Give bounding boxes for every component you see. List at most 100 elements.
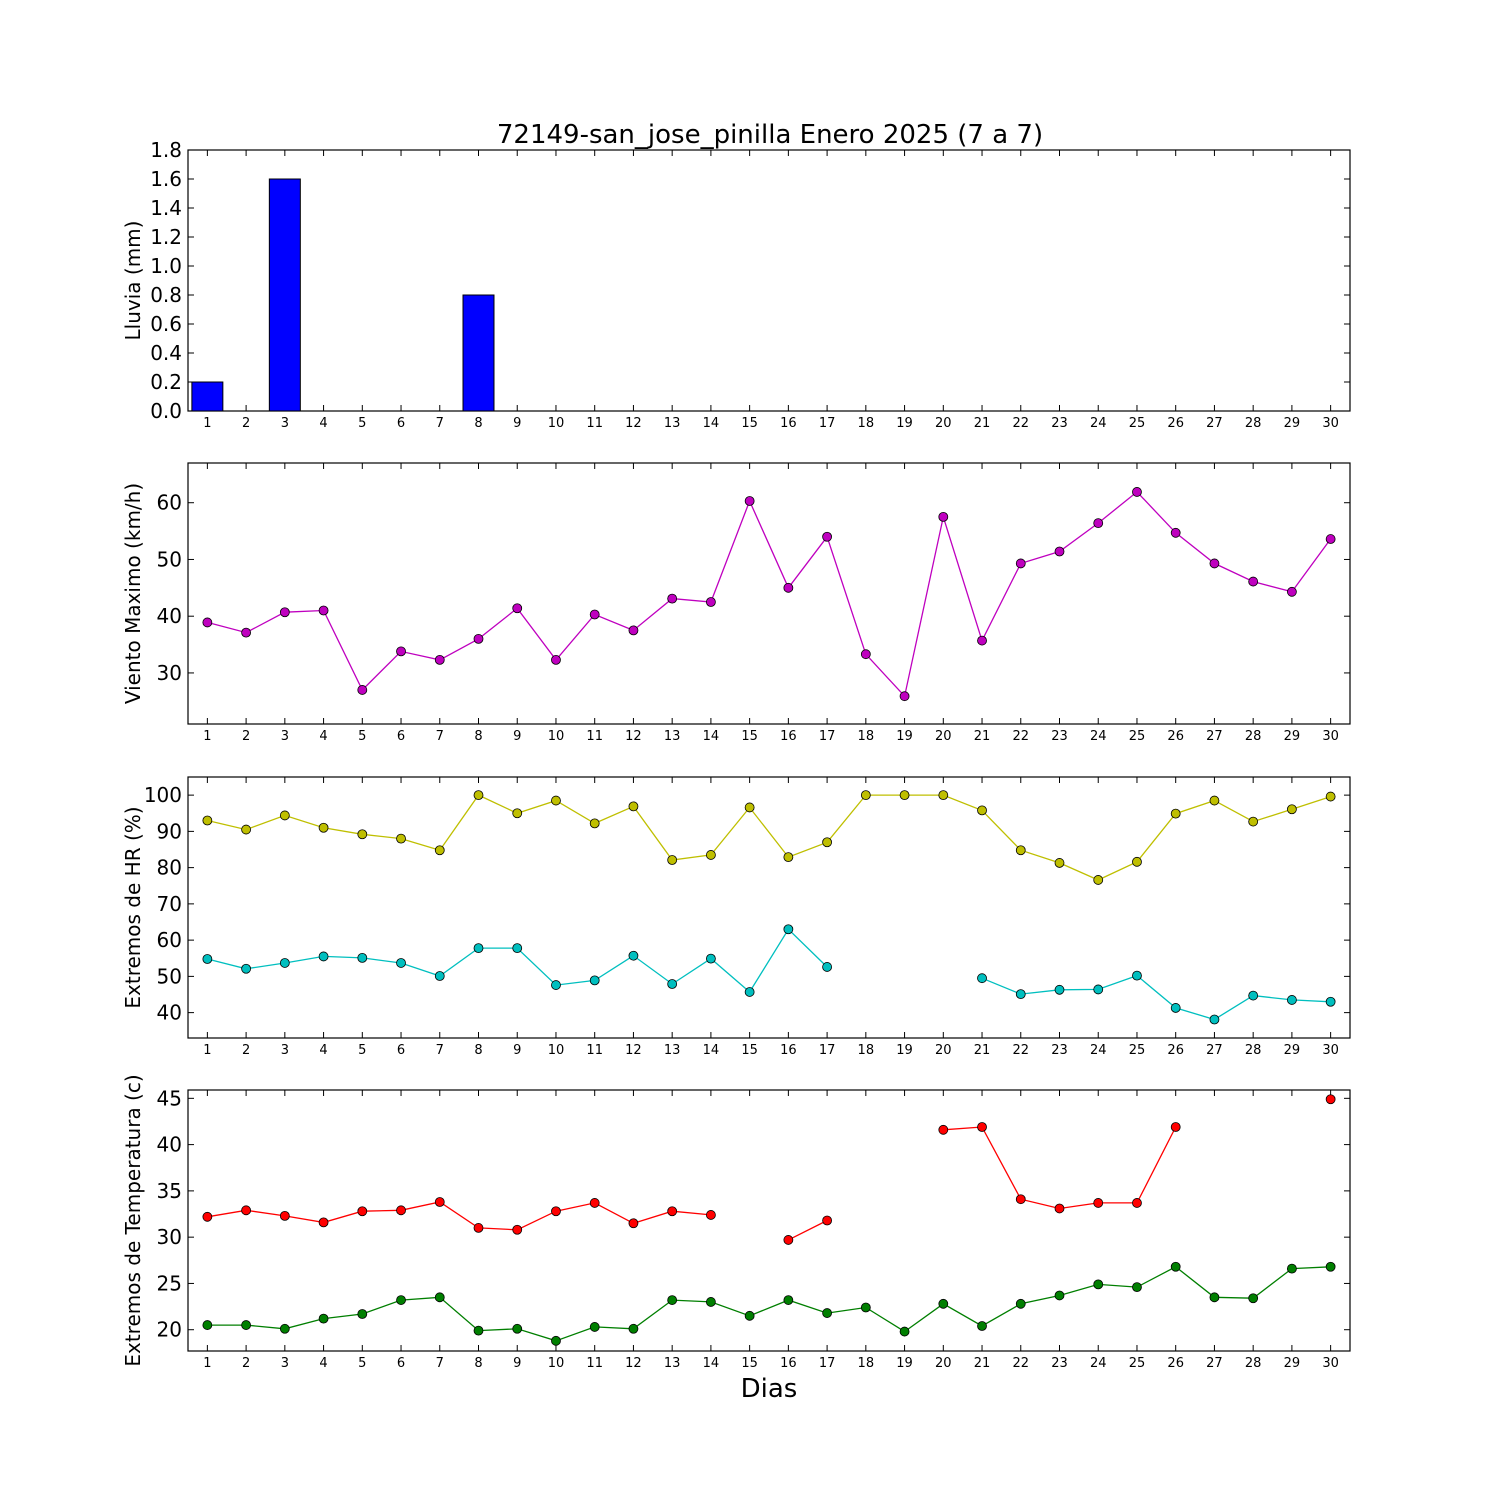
series-line-1 bbox=[207, 491, 1332, 698]
point-1-day-11 bbox=[589, 609, 600, 620]
x-tick-label: 15 bbox=[741, 416, 758, 431]
point-2-day-4 bbox=[318, 951, 329, 962]
point-1-day-19 bbox=[899, 691, 910, 702]
point-1-day-26 bbox=[1170, 1122, 1181, 1132]
x-tick-label: 4 bbox=[319, 1356, 327, 1371]
point-2-day-20 bbox=[938, 1298, 949, 1309]
y-tick-label: 60 bbox=[157, 928, 182, 952]
point-2-day-10 bbox=[551, 1335, 561, 1346]
y-tick-label: 30 bbox=[157, 661, 182, 685]
x-tick-label: 30 bbox=[1322, 1043, 1339, 1058]
x-tick-label: 25 bbox=[1129, 416, 1146, 431]
y-axis-label: Extremos de Temperatura (c) bbox=[121, 1074, 145, 1366]
point-2-day-25 bbox=[1132, 970, 1142, 981]
point-1-day-7 bbox=[434, 845, 445, 856]
x-tick-label: 29 bbox=[1284, 729, 1301, 744]
x-tick-label: 6 bbox=[397, 729, 405, 744]
x-tick-label: 12 bbox=[625, 416, 642, 431]
x-tick-label: 24 bbox=[1090, 1356, 1107, 1371]
x-tick-label: 20 bbox=[935, 729, 952, 744]
panel-1: 0.00.20.40.60.81.01.21.41.61.81 2 3 4 5 6 7 8 9 1… bbox=[121, 138, 1351, 431]
x-tick-label: 9 bbox=[513, 1356, 521, 1371]
point-1-day-8 bbox=[473, 633, 484, 644]
x-tick-label: 19 bbox=[896, 729, 913, 744]
y-tick-label: 45 bbox=[157, 1086, 182, 1110]
x-tick-label: 7 bbox=[436, 1043, 444, 1058]
x-tick-label: 29 bbox=[1284, 416, 1301, 431]
point-1-day-23 bbox=[1054, 858, 1065, 868]
point-1-day-13 bbox=[667, 1206, 678, 1217]
x-tick-label: 28 bbox=[1245, 1043, 1262, 1058]
point-1-day-22 bbox=[1015, 558, 1026, 569]
point-2-day-11 bbox=[589, 1322, 600, 1332]
point-1-day-3 bbox=[279, 1210, 290, 1221]
point-2-day-25 bbox=[1132, 1282, 1142, 1293]
point-2-day-13 bbox=[667, 979, 678, 989]
x-tick-label: 18 bbox=[858, 1356, 875, 1371]
x-tick-label: 19 bbox=[896, 416, 913, 431]
point-1-day-5 bbox=[357, 829, 368, 840]
x-tick-label: 11 bbox=[586, 1356, 603, 1371]
x-tick-label: 2 bbox=[242, 1043, 250, 1058]
point-2-day-19 bbox=[899, 1326, 910, 1337]
point-2-day-5 bbox=[357, 1309, 368, 1319]
x-tick-label: 15 bbox=[741, 1356, 758, 1371]
x-tick-label: 8 bbox=[474, 416, 482, 431]
point-1-day-14 bbox=[706, 1210, 716, 1220]
point-2-day-1 bbox=[202, 954, 213, 964]
point-2-day-29 bbox=[1287, 995, 1297, 1005]
point-2-day-22 bbox=[1015, 989, 1026, 1000]
x-tick-label: 14 bbox=[703, 1356, 720, 1371]
point-1-day-8 bbox=[473, 1223, 484, 1233]
x-tick-label: 7 bbox=[436, 1356, 444, 1371]
x-tick-label: 7 bbox=[436, 729, 444, 744]
x-tick-label: 24 bbox=[1090, 416, 1107, 431]
x-tick-label: 30 bbox=[1322, 729, 1339, 744]
plot-frame bbox=[187, 776, 1351, 1039]
y-tick-label: 0.4 bbox=[150, 341, 182, 365]
point-1-day-24 bbox=[1093, 518, 1104, 529]
point-2-day-21 bbox=[977, 1321, 987, 1331]
point-1-day-3 bbox=[279, 810, 290, 821]
x-tick-label: 22 bbox=[1012, 1043, 1029, 1058]
point-1-day-14 bbox=[706, 850, 716, 860]
x-tick-label: 21 bbox=[974, 1043, 991, 1058]
x-tick-label: 14 bbox=[703, 1043, 720, 1058]
x-tick-label: 15 bbox=[741, 1043, 758, 1058]
y-tick-label: 1.6 bbox=[150, 167, 182, 191]
x-tick-label: 14 bbox=[703, 416, 720, 431]
point-2-day-18 bbox=[860, 1302, 871, 1313]
x-tick-label: 5 bbox=[358, 416, 366, 431]
point-2-day-17 bbox=[822, 1308, 832, 1318]
y-tick-label: 0.0 bbox=[150, 399, 182, 423]
point-2-day-30 bbox=[1325, 1261, 1336, 1272]
point-1-day-28 bbox=[1248, 576, 1259, 587]
point-2-day-15 bbox=[744, 987, 755, 997]
bar-day-1 bbox=[191, 381, 224, 412]
point-1-day-6 bbox=[396, 833, 406, 844]
point-2-day-10 bbox=[551, 980, 561, 990]
x-tick-label: 28 bbox=[1245, 416, 1262, 431]
point-1-day-4 bbox=[318, 1217, 329, 1228]
point-2-day-21 bbox=[977, 973, 987, 984]
point-1-day-19 bbox=[899, 790, 910, 801]
y-tick-label: 100 bbox=[144, 783, 182, 807]
point-1-day-21 bbox=[977, 635, 987, 646]
point-1-day-16 bbox=[783, 582, 794, 593]
point-2-day-16 bbox=[783, 924, 794, 935]
y-tick-label: 80 bbox=[157, 856, 182, 880]
x-tick-label: 24 bbox=[1090, 1043, 1107, 1058]
x-tick-label: 30 bbox=[1322, 1356, 1339, 1371]
x-tick-label: 3 bbox=[281, 729, 289, 744]
point-2-day-29 bbox=[1287, 1263, 1297, 1274]
x-tick-label: 30 bbox=[1322, 416, 1339, 431]
x-tick-label: 1 bbox=[203, 416, 211, 431]
point-1-day-18 bbox=[860, 649, 871, 660]
point-1-day-2 bbox=[241, 1205, 252, 1216]
point-1-day-5 bbox=[357, 1206, 368, 1217]
x-tick-label: 26 bbox=[1167, 1043, 1184, 1058]
x-tick-label: 23 bbox=[1051, 1043, 1068, 1058]
x-tick-label: 1 bbox=[203, 1043, 211, 1058]
y-tick-label: 25 bbox=[157, 1271, 182, 1295]
